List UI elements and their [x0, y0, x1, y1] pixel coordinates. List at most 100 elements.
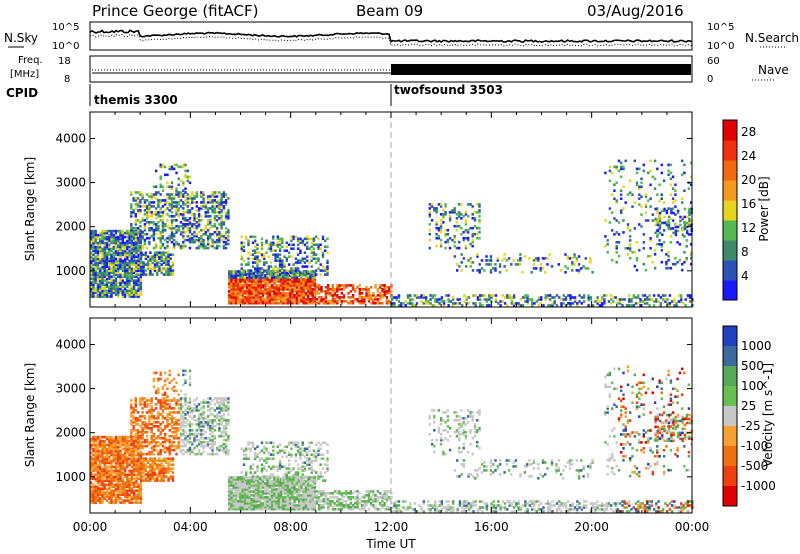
heatmap-cell [202, 436, 205, 440]
heatmap-cell [277, 280, 280, 283]
heatmap-cell [272, 235, 275, 239]
heatmap-cell [182, 421, 185, 424]
heatmap-cell [406, 302, 410, 305]
heatmap-cell [528, 257, 531, 260]
heatmap-cell [146, 465, 150, 468]
heatmap-cell [257, 290, 260, 293]
heatmap-cell [105, 495, 109, 498]
heatmap-cell [158, 253, 161, 256]
heatmap-cell [270, 278, 274, 281]
heatmap-cell [306, 245, 309, 249]
heatmap-cell [184, 425, 187, 428]
heatmap-cell [313, 284, 317, 287]
heatmap-cell [137, 295, 140, 298]
heatmap-cell [445, 294, 448, 297]
heatmap-cell [92, 459, 95, 463]
heatmap-cell [140, 469, 143, 472]
heatmap-cell [171, 273, 175, 276]
heatmap-cell [166, 425, 169, 428]
heatmap-cell [94, 271, 97, 275]
heatmap-cell [135, 283, 138, 286]
heatmap-cell [211, 207, 214, 210]
heatmap-cell [663, 221, 666, 225]
heatmap-cell [649, 197, 652, 200]
heatmap-cell [503, 296, 507, 299]
heatmap-cell [260, 247, 264, 250]
heatmap-cell [112, 453, 115, 457]
heatmap-cell [679, 223, 682, 227]
heatmap-cell [150, 415, 153, 418]
heatmap-cell [173, 421, 176, 424]
heatmap-cell [101, 241, 104, 245]
heatmap-cell [329, 299, 332, 303]
heatmap-cell [99, 247, 102, 251]
heatmap-cell [130, 230, 133, 234]
heatmap-cell [135, 273, 138, 277]
heatmap-cell [222, 244, 226, 248]
heatmap-cell [300, 282, 303, 285]
heatmap-cell [322, 301, 325, 305]
heatmap-cell [112, 471, 115, 475]
heatmap-cell [499, 300, 502, 303]
heatmap-cell [243, 284, 247, 287]
heatmap-cell [130, 279, 133, 282]
heatmap-cell [331, 296, 334, 299]
heatmap-cell [242, 271, 246, 274]
heatmap-cell [197, 429, 201, 432]
heatmap-cell [96, 235, 100, 239]
heatmap-cell [167, 457, 170, 460]
heatmap-cell [117, 463, 120, 467]
heatmap-cell [630, 304, 633, 307]
heatmap-cell [467, 215, 470, 218]
heatmap-cell [96, 445, 100, 449]
heatmap-cell [246, 301, 249, 305]
heatmap-cell [638, 187, 641, 190]
heatmap-cell [105, 279, 109, 282]
heatmap-cell [146, 255, 150, 258]
heatmap-cell [117, 265, 120, 269]
heatmap-cell [170, 211, 174, 214]
heatmap-cell [155, 242, 158, 246]
heatmap-cell [295, 299, 299, 303]
heatmap-cell [140, 259, 143, 262]
heatmap-cell [96, 253, 100, 257]
heatmap-cell [669, 193, 673, 196]
heatmap-cell [153, 255, 157, 258]
heatmap-cell [469, 203, 472, 206]
heatmap-cell [327, 292, 330, 295]
heatmap-cell [119, 279, 122, 282]
heatmap-cell [167, 265, 170, 268]
heatmap-cell [161, 405, 165, 408]
heatmap-cell [141, 440, 144, 444]
heatmap-cell [151, 461, 154, 464]
heatmap-cell [297, 294, 301, 297]
heatmap-cell [132, 285, 136, 288]
heatmap-cell [166, 448, 169, 452]
heatmap-cell [247, 257, 250, 260]
heatmap-cell [112, 493, 115, 496]
heatmap-cell [145, 236, 149, 240]
heatmap-cell [246, 290, 249, 293]
heatmap-cell [270, 294, 274, 297]
heatmap-cell [285, 273, 288, 276]
heatmap-cell [135, 477, 138, 481]
heatmap-cell [103, 495, 106, 498]
heatmap-cell [123, 291, 127, 294]
heatmap-cell [281, 241, 284, 245]
heatmap-cell [209, 401, 212, 404]
heatmap-cell [230, 282, 233, 285]
heatmap-cell [108, 451, 111, 455]
heatmap-cell [467, 203, 470, 206]
heatmap-cell [101, 485, 104, 488]
heatmap-cell [153, 269, 157, 272]
heatmap-cell [215, 228, 219, 232]
heatmap-cell [130, 223, 133, 226]
heatmap-cell [688, 217, 691, 221]
heatmap-cell [139, 415, 142, 418]
heatmap-cell [666, 298, 669, 301]
heatmap-cell [186, 179, 189, 183]
heatmap-cell [188, 405, 192, 408]
heatmap-cell [395, 296, 398, 299]
heatmap-cell [170, 193, 174, 196]
heatmap-cell [168, 440, 171, 444]
